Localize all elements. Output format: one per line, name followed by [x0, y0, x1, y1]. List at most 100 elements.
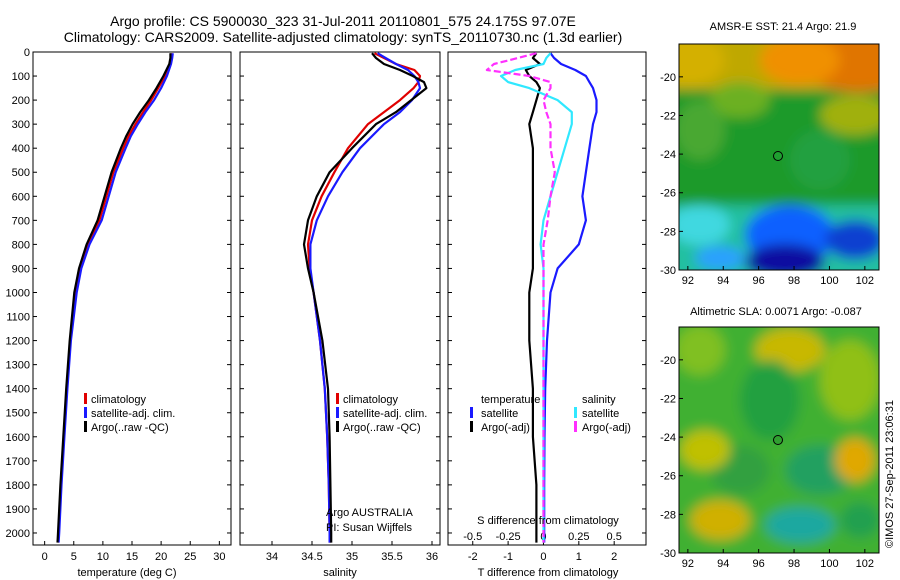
y-tick-label: 800 [12, 239, 30, 251]
map-y-tick-label: -26 [660, 188, 676, 200]
x-tick-label: 35 [346, 551, 358, 563]
sst-map-title: AMSR-E SST: 21.4 Argo: 21.9 [710, 21, 857, 33]
sst-map-frame [678, 43, 880, 271]
map-y-tick-label: -30 [660, 265, 676, 277]
temperature-xlabel: temperature (deg C) [77, 567, 176, 579]
map-x-tick-label: 94 [717, 275, 729, 287]
map-y-tick-label: -28 [660, 509, 676, 521]
sst-map-axes: 92 94 96 98 100 102 -20 -22 -24 -26 -28 -30 [660, 72, 874, 287]
legend-label-sal-satellite: satellite [582, 408, 619, 420]
series-line-satellite-adj-clim- [309, 52, 422, 543]
map-y-tick-label: -28 [660, 226, 676, 238]
map-y-tick-label: -26 [660, 471, 676, 483]
difference-top-xlabel: S difference from climatology [477, 515, 619, 527]
y-tick-label: 1900 [6, 504, 30, 516]
sla-map-frame [678, 326, 880, 554]
map-y-tick-label: -22 [660, 393, 676, 405]
y-tick-label: 1300 [6, 360, 30, 372]
top-x-tick-label: -0.5 [463, 531, 482, 543]
salinity-xlabel: salinity [323, 567, 357, 579]
map-y-tick-label: -22 [660, 110, 676, 122]
legend-swatch-climatology [336, 393, 339, 404]
salinity-chart: 34 34.5 35 35.5 36 [240, 51, 440, 563]
legend-label-satellite: satellite-adj. clim. [343, 408, 427, 420]
x-tick-label: 20 [155, 551, 167, 563]
legend-label-argo: Argo(..raw -QC) [91, 422, 169, 434]
legend-label-temp-argo: Argo(-adj) [481, 422, 530, 434]
map-x-tick-label: 100 [820, 558, 838, 570]
map-x-tick-label: 96 [753, 558, 765, 570]
difference-chart: -2 -1 0 1 2-0.5 -0.25 0 0.25 0.5 [448, 51, 646, 563]
map-y-tick-label: -24 [660, 432, 676, 444]
salinity-plot-frame [239, 51, 441, 546]
y-tick-label: 2000 [6, 528, 30, 540]
x-tick-label: -1 [503, 551, 513, 563]
map-x-tick-label: 96 [753, 275, 765, 287]
salinity-annotation-program: Argo AUSTRALIA [326, 507, 413, 519]
map-y-tick-label: -20 [660, 355, 676, 367]
y-tick-label: 500 [12, 167, 30, 179]
y-tick-label: 1500 [6, 408, 30, 420]
x-tick-label: 34 [266, 551, 278, 563]
y-tick-label: 100 [12, 71, 30, 83]
map-x-tick-label: 92 [682, 275, 694, 287]
y-tick-label: 1800 [6, 480, 30, 492]
x-tick-label: 10 [97, 551, 109, 563]
difference-plot-frame [447, 51, 647, 546]
series-line-salinity-argo-adj- [485, 52, 556, 543]
y-tick-label: 0 [24, 47, 30, 59]
legend-swatch-climatology [84, 393, 87, 404]
difference-legend: temperature salinity satellite Argo(-adj… [470, 394, 631, 434]
y-tick-label: 1600 [6, 432, 30, 444]
legend-title-salinity: salinity [582, 394, 616, 406]
y-tick-label: 400 [12, 143, 30, 155]
map-x-tick-label: 98 [788, 275, 800, 287]
legend-label-sal-argo: Argo(-adj) [582, 422, 631, 434]
y-tick-label: 1100 [6, 312, 30, 324]
x-tick-label: 2 [611, 551, 617, 563]
map-x-tick-label: 92 [682, 558, 694, 570]
x-tick-label: 5 [71, 551, 77, 563]
series-line-argo-raw-qc- [56, 53, 172, 543]
x-tick-label: 35.5 [381, 551, 402, 563]
figure-title-line1: Argo profile: CS 5900030_323 31-Jul-2011… [110, 13, 576, 29]
legend-title-temperature: temperature [481, 394, 540, 406]
sla-map-axes: 92 94 96 98 100 102 -20 -22 -24 -26 -28 -30 [660, 355, 874, 570]
top-x-tick-label: 0.5 [607, 531, 622, 543]
legend-swatch-sal-argo [574, 421, 577, 432]
map-x-tick-label: 94 [717, 558, 729, 570]
x-tick-label: -2 [468, 551, 478, 563]
y-tick-label: 1700 [6, 456, 30, 468]
top-x-tick-label: 0.25 [568, 531, 589, 543]
legend-swatch-sal-satellite [574, 407, 577, 418]
legend-label-argo: Argo(..raw -QC) [343, 422, 421, 434]
series-line-satellite-adj-clim- [57, 53, 174, 543]
salinity-legend: climatology satellite-adj. clim. Argo(..… [336, 393, 427, 434]
legend-swatch-satellite [336, 407, 339, 418]
map-y-tick-label: -30 [660, 548, 676, 560]
map-x-tick-label: 102 [856, 275, 874, 287]
temperature-legend: climatology satellite-adj. clim. Argo(..… [84, 393, 175, 434]
legend-label-satellite: satellite-adj. clim. [91, 408, 175, 420]
x-tick-label: 0 [540, 551, 546, 563]
y-tick-label: 1200 [6, 336, 30, 348]
map-x-tick-label: 98 [788, 558, 800, 570]
map-y-tick-label: -24 [660, 149, 676, 161]
difference-xlabel: T difference from climatology [478, 567, 619, 579]
series-line-climatology [306, 52, 422, 543]
legend-label-climatology: climatology [91, 394, 147, 406]
x-tick-label: 15 [126, 551, 138, 563]
legend-swatch-temp-satellite [470, 407, 473, 418]
sst-map-image [679, 44, 879, 270]
sla-map-title: Altimetric SLA: 0.0071 Argo: -0.087 [690, 306, 862, 318]
series-line-salinity-satellite [499, 52, 573, 543]
sst-argo-location-marker [773, 151, 783, 161]
y-tick-label: 1000 [6, 287, 30, 299]
legend-swatch-satellite [84, 407, 87, 418]
figure-title-line2: Climatology: CARS2009. Satellite-adjuste… [64, 29, 622, 45]
series-line-temperature-argo-adj- [524, 52, 542, 543]
map-y-tick-label: -20 [660, 72, 676, 84]
series-line-temperature-satellite [543, 52, 598, 543]
y-tick-label: 200 [12, 95, 30, 107]
